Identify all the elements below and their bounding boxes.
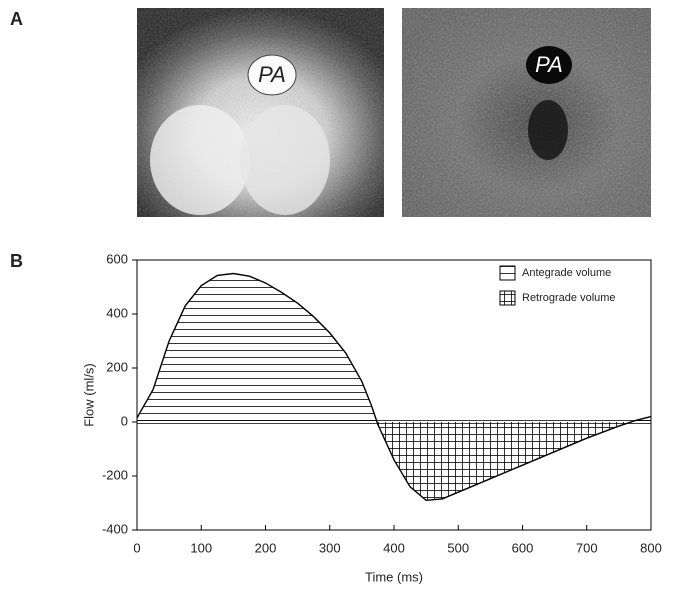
y-tick-label: -200 bbox=[102, 467, 128, 482]
x-tick-label: 600 bbox=[512, 540, 534, 555]
mri-image-right: PA bbox=[402, 8, 651, 217]
x-axis-label: Time (ms) bbox=[365, 569, 423, 584]
y-tick-label: 400 bbox=[106, 305, 128, 320]
antegrade-area bbox=[137, 273, 651, 422]
legend-swatch bbox=[499, 265, 516, 281]
x-tick-label: 300 bbox=[319, 540, 341, 555]
legend-label: Antegrade volume bbox=[522, 267, 611, 279]
panel-label: B bbox=[10, 251, 23, 271]
y-tick-label: 200 bbox=[106, 359, 128, 374]
x-tick-label: 0 bbox=[133, 540, 140, 555]
y-axis-label: Flow (ml/s) bbox=[81, 363, 96, 427]
panel-label: A bbox=[10, 9, 23, 29]
y-tick-label: 0 bbox=[121, 413, 128, 428]
flow-curve bbox=[136, 272, 652, 502]
legend-label: Retrograde volume bbox=[522, 292, 616, 304]
legend-swatch bbox=[499, 290, 516, 306]
retrograde-area bbox=[137, 422, 651, 501]
mri-image-left: PA bbox=[137, 8, 384, 217]
y-tick-label: 600 bbox=[106, 251, 128, 266]
x-tick-label: 500 bbox=[447, 540, 469, 555]
x-tick-label: 100 bbox=[190, 540, 212, 555]
image-label: PA bbox=[535, 52, 563, 77]
x-tick-label: 400 bbox=[383, 540, 405, 555]
image-label: PA bbox=[258, 62, 286, 87]
x-tick-label: 700 bbox=[576, 540, 598, 555]
x-tick-label: 800 bbox=[640, 540, 662, 555]
x-tick-label: 200 bbox=[255, 540, 277, 555]
y-tick-label: -400 bbox=[102, 521, 128, 536]
